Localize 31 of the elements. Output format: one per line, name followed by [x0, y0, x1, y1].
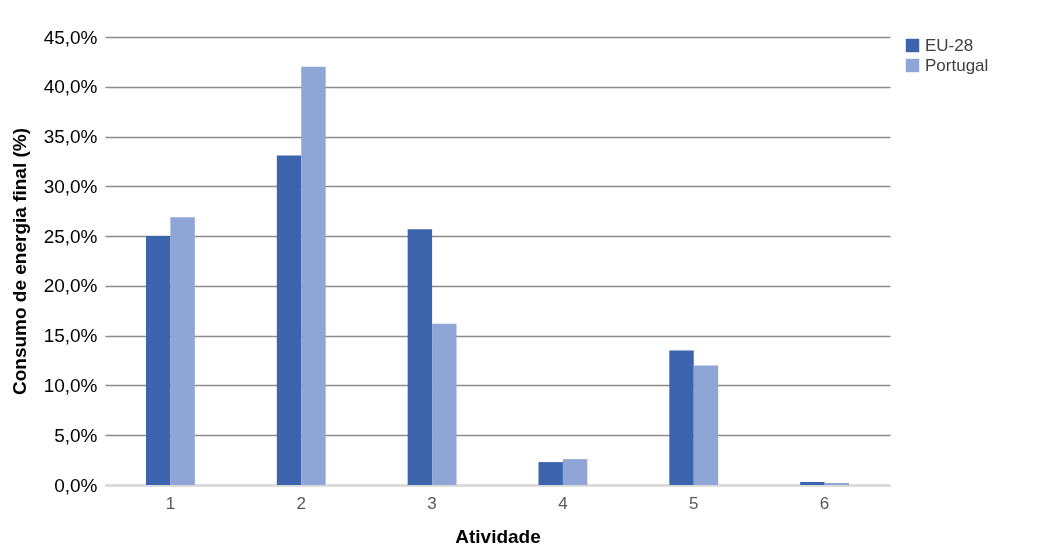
bar — [145, 236, 171, 485]
bar — [800, 482, 825, 485]
bar — [693, 365, 719, 485]
x-axis-title: Atividade — [455, 525, 541, 547]
bar — [562, 459, 588, 485]
x-tick-label: 6 — [819, 493, 830, 513]
bar — [432, 323, 457, 485]
bar — [669, 350, 694, 485]
y-tick-label: 0,0% — [54, 474, 98, 496]
x-tick-label: 1 — [165, 493, 176, 513]
y-axis-title: Consumo de energia final (%) — [8, 127, 30, 396]
y-tick-label: 45,0% — [43, 26, 98, 48]
bar — [276, 155, 302, 485]
legend-label: EU-28 — [925, 35, 974, 55]
y-tick-label: 5,0% — [54, 424, 98, 446]
bar — [407, 229, 433, 485]
y-tick-label: 15,0% — [43, 325, 98, 347]
y-tick-label: 30,0% — [43, 175, 98, 197]
x-tick-label: 2 — [296, 493, 306, 513]
bar — [301, 66, 326, 485]
y-tick-label: 10,0% — [43, 374, 98, 396]
y-tick-label: 20,0% — [43, 275, 98, 297]
x-tick-label: 3 — [427, 493, 437, 513]
x-tick-label: 5 — [689, 493, 699, 513]
x-tick-label: 4 — [558, 493, 568, 513]
bar — [170, 217, 195, 485]
y-tick-label: 25,0% — [43, 225, 98, 247]
bar — [538, 462, 563, 485]
y-tick-label: 40,0% — [43, 76, 98, 98]
y-tick-label: 35,0% — [43, 126, 98, 148]
legend-label: Portugal — [925, 55, 989, 75]
